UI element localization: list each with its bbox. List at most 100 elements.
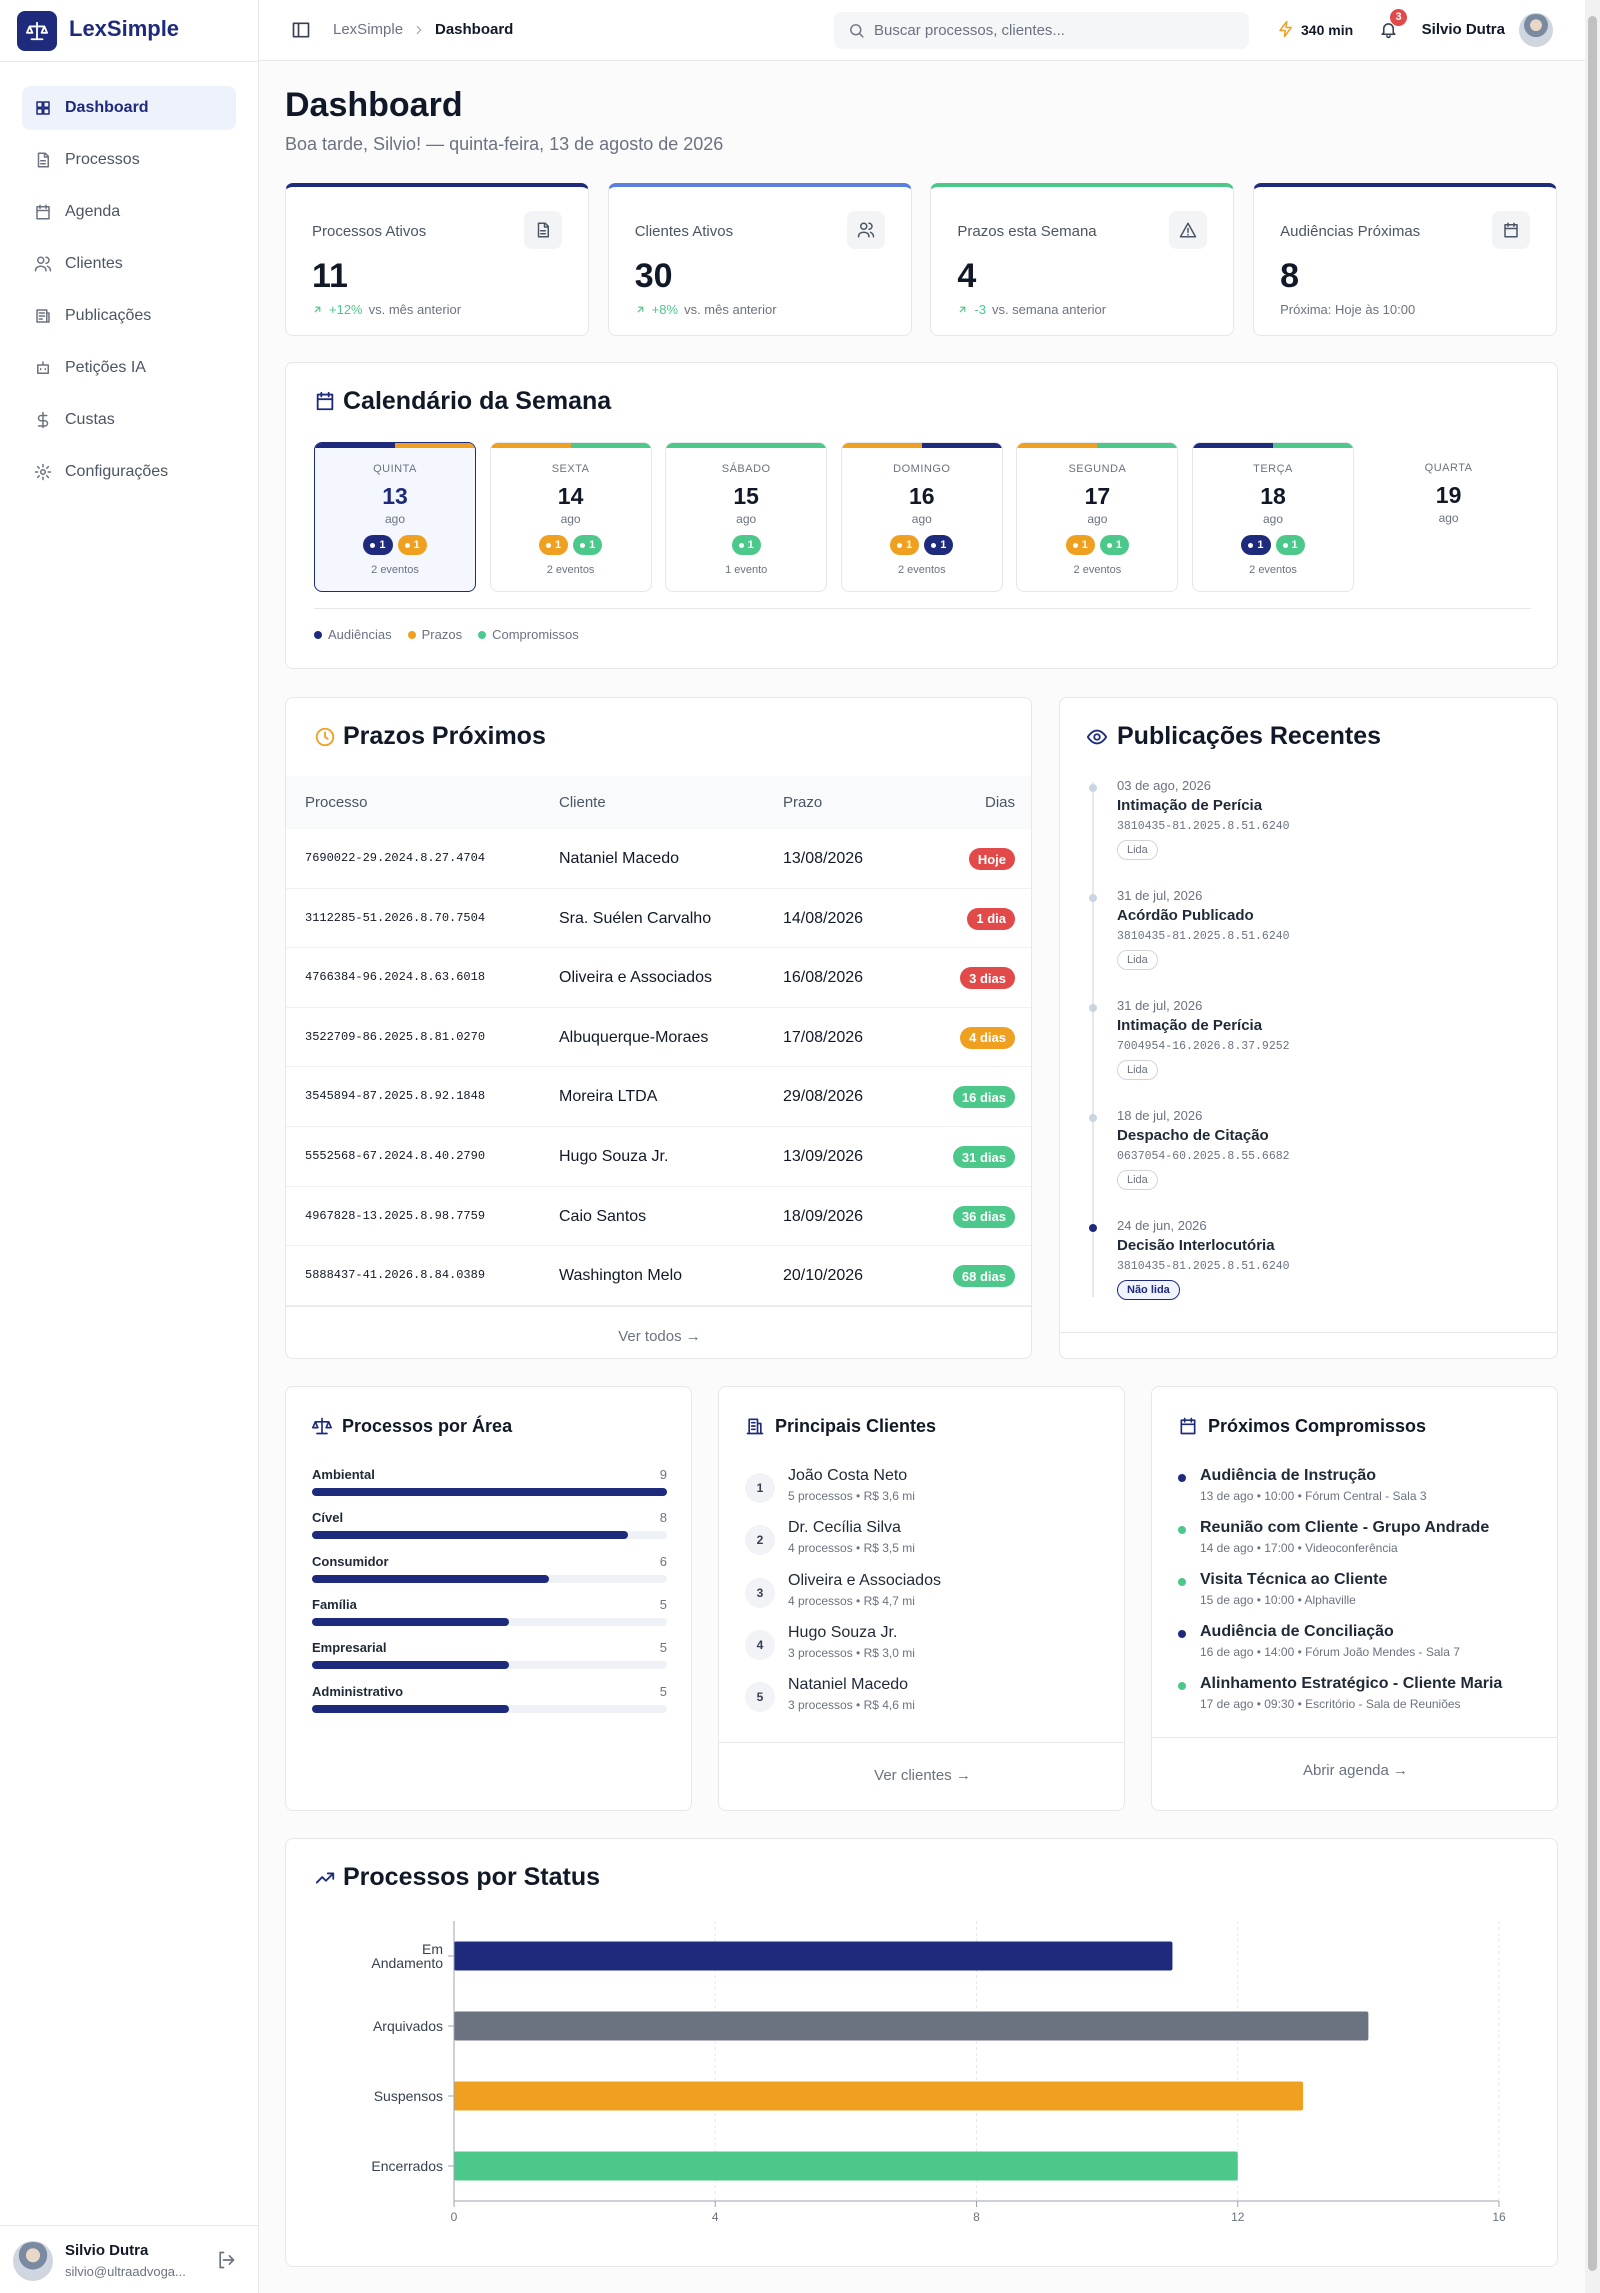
icon-shape xyxy=(1279,20,1292,38)
scrollbar-thumb[interactable] xyxy=(1588,16,1597,2271)
appointment-item[interactable]: Audiência de Conciliação 16 de ago • 14:0… xyxy=(1178,1623,1548,1667)
appointment-item[interactable]: Audiência de Instrução 13 de ago • 10:00 … xyxy=(1178,1467,1548,1511)
table-row[interactable]: 3112285-51.2026.8.70.7504 Sra. Suélen Car… xyxy=(286,889,1031,949)
footer-link[interactable]: Abrir agenda → xyxy=(1302,1762,1409,1779)
days-badge: 3 dias xyxy=(960,967,1015,990)
publication-title: Despacho de Citação xyxy=(1117,1127,1269,1144)
publication-item[interactable]: 03 de ago, 2026 Intimação de Perícia 38104… xyxy=(1060,778,1557,878)
stat-note: Próxima: Hoje às 10:00 xyxy=(1280,301,1416,317)
nav-item[interactable]: Publicações xyxy=(22,294,236,338)
logout-button[interactable] xyxy=(216,2250,238,2272)
page-title: Dashboard xyxy=(285,86,463,124)
due-date: 18/09/2026 xyxy=(783,1207,864,1225)
publication-item[interactable]: 24 de jun, 2026 Decisão Interlocutória 381… xyxy=(1060,1218,1557,1318)
stat-trend: -3 vs. semana anterior xyxy=(957,301,1106,317)
process-number: 3522709-86.2025.8.81.0270 xyxy=(305,1029,486,1044)
icon-shape xyxy=(746,1418,764,1435)
read-status: Não lida xyxy=(1117,1280,1180,1300)
client-item[interactable]: 2 Dr. Cecília Silva 4 processos • R$ 3,5 m… xyxy=(745,1519,1100,1563)
icon xyxy=(36,101,50,115)
read-status: Lida xyxy=(1117,1170,1158,1190)
icon-shape xyxy=(960,306,966,312)
table-row[interactable]: 3545894-87.2025.8.92.1848 Moreira LTDA 29/… xyxy=(286,1067,1031,1127)
bar xyxy=(454,2151,1238,2181)
client-item[interactable]: 1 João Costa Neto 5 processos • R$ 3,6 mi xyxy=(745,1467,1100,1511)
area-bar xyxy=(312,1488,667,1496)
nav-item[interactable]: Configurações xyxy=(22,450,236,494)
appointment-item[interactable]: Visita Técnica ao Cliente 15 de ago • 10:… xyxy=(1178,1571,1548,1615)
nav-item[interactable]: Custas xyxy=(22,398,236,442)
area-track xyxy=(312,1661,667,1670)
nav-item[interactable]: Petições IA xyxy=(22,346,236,390)
client-name: Caio Santos xyxy=(559,1207,647,1225)
nav-item[interactable]: Processos xyxy=(22,138,236,182)
day-tile[interactable]: SÁBADO 15 ago 1 1 evento xyxy=(665,442,828,592)
day-tile[interactable]: SEGUNDA 17 ago 1 1 2 eventos xyxy=(1016,442,1179,592)
timeline-line xyxy=(1092,782,1094,1297)
icon-shape xyxy=(36,309,50,323)
search-box[interactable]: Buscar processos, clientes... xyxy=(834,12,1249,49)
nav-item[interactable]: Agenda xyxy=(22,190,236,234)
publication-number: 7004954-16.2026.8.37.9252 xyxy=(1117,1040,1290,1053)
nav-item[interactable]: Dashboard xyxy=(22,86,236,130)
appointment-item[interactable]: Reunião com Cliente - Grupo Andrade 14 de… xyxy=(1178,1519,1548,1563)
breadcrumb-link[interactable]: LexSimple xyxy=(333,21,404,38)
appointment-title: Audiência de Instrução xyxy=(1200,1467,1377,1484)
badge-dot xyxy=(370,542,376,548)
day-event-bar xyxy=(1193,443,1353,448)
table-row[interactable]: 3522709-86.2025.8.81.0270 Albuquerque-Mor… xyxy=(286,1008,1031,1068)
publication-item[interactable]: 31 de jul, 2026 Acórdão Publicado 3810435-… xyxy=(1060,888,1557,988)
day-tile[interactable]: QUINTA 13 ago 1 1 2 eventos xyxy=(314,442,476,592)
day-tile[interactable]: QUARTA 19 ago xyxy=(1368,442,1530,592)
day-event-bar xyxy=(1017,443,1178,448)
calendar-legend: Audiências Prazos Compromissos xyxy=(314,627,579,642)
appointment-details: 16 de ago • 14:00 • Fórum João Mendes - … xyxy=(1200,1645,1460,1659)
icon xyxy=(316,391,334,411)
icon xyxy=(315,727,335,747)
appointment-item[interactable]: Alinhamento Estratégico - Cliente Maria 1… xyxy=(1178,1675,1548,1719)
appointment-details: 15 de ago • 10:00 • Alphaville xyxy=(1200,1593,1356,1607)
publication-item[interactable]: 31 de jul, 2026 Intimação de Perícia 70049… xyxy=(1060,998,1557,1098)
table-row[interactable]: 5888437-41.2026.8.84.0389 Washington Melo… xyxy=(286,1246,1031,1306)
event-bar-segment xyxy=(921,443,1002,448)
client-item[interactable]: 5 Nataniel Macedo 3 processos • R$ 4,6 mi xyxy=(745,1676,1100,1720)
table-row[interactable]: 4967828-13.2025.8.98.7759 Caio Santos 18/0… xyxy=(286,1187,1031,1247)
notifications-button[interactable]: 3 xyxy=(1379,9,1407,42)
area-name: Empresarial xyxy=(312,1640,387,1656)
day-month: ago xyxy=(736,512,757,526)
header-user-name[interactable]: Silvio Dutra xyxy=(1421,21,1505,38)
process-number: 7690022-29.2024.8.27.4704 xyxy=(305,851,486,865)
client-rank: 4 xyxy=(745,1629,775,1660)
column-header: Prazo xyxy=(783,794,823,811)
day-number: 13 xyxy=(382,483,408,509)
icon-shape xyxy=(1180,222,1197,238)
day-tile[interactable]: DOMINGO 16 ago 1 1 2 eventos xyxy=(840,442,1003,592)
table-row[interactable]: 7690022-29.2024.8.27.4704 Nataniel Macedo… xyxy=(286,829,1031,889)
days-badge: 16 dias xyxy=(952,1086,1015,1109)
icon xyxy=(37,361,49,374)
area-item: Consumidor 6 xyxy=(312,1554,667,1586)
table-row[interactable]: 4766384-96.2024.8.63.6018 Oliveira e Asso… xyxy=(286,948,1031,1008)
footer-link[interactable]: Ver clientes → xyxy=(874,1767,971,1784)
table-row[interactable]: 5552568-67.2024.8.40.2790 Hugo Souza Jr. 1… xyxy=(286,1127,1031,1187)
day-tile[interactable]: SEXTA 14 ago 1 1 2 eventos xyxy=(489,442,652,592)
event-bar-segment xyxy=(490,443,571,448)
publication-item[interactable]: 18 de jul, 2026 Despacho de Citação 063705… xyxy=(1060,1108,1557,1208)
due-date: 13/09/2026 xyxy=(783,1148,864,1165)
appointment-title: Audiência de Conciliação xyxy=(1200,1623,1394,1640)
area-bar xyxy=(312,1617,510,1626)
client-details: 4 processos • R$ 4,7 mi xyxy=(788,1593,915,1608)
client-item[interactable]: 3 Oliveira e Associados 4 processos • R$ 4… xyxy=(745,1572,1100,1616)
area-bar xyxy=(312,1531,628,1540)
day-tile[interactable]: TERÇA 18 ago 1 1 2 eventos xyxy=(1192,442,1354,592)
icon-shape xyxy=(857,222,874,238)
event-bar-segment xyxy=(1273,443,1353,448)
nav-item[interactable]: Clientes xyxy=(22,242,236,286)
footer-link[interactable]: Ver todos → xyxy=(618,1328,701,1345)
icon xyxy=(960,306,966,312)
days-badge: 36 dias xyxy=(952,1205,1015,1228)
sidebar-toggle[interactable] xyxy=(291,20,311,40)
client-item[interactable]: 4 Hugo Souza Jr. 3 processos • R$ 3,0 mi xyxy=(745,1624,1100,1668)
